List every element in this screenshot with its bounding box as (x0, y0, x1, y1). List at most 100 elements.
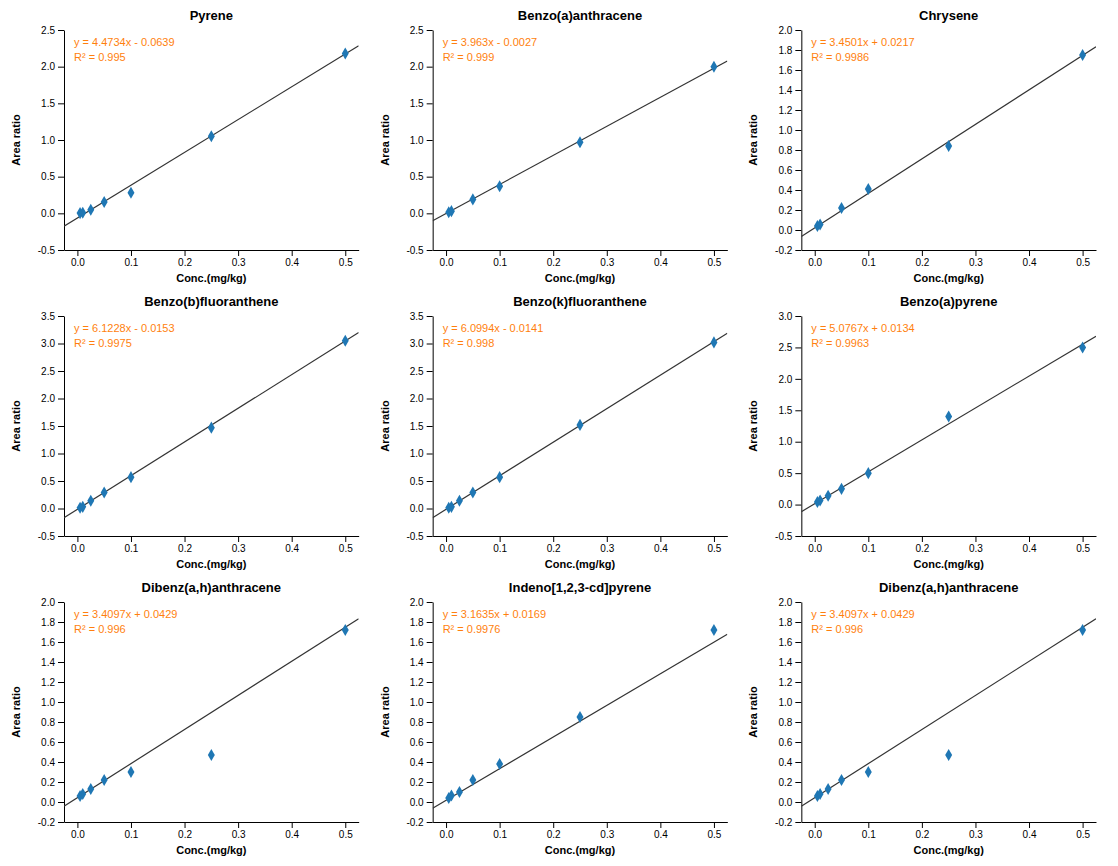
x-axis: 0.00.10.20.30.40.5 (65, 536, 360, 554)
tick-label: 0.4 (285, 829, 299, 840)
tick-label: 1.0 (41, 697, 55, 708)
tick-mark (553, 822, 554, 828)
tick-mark (427, 316, 433, 317)
tick-label: 2.0 (410, 393, 424, 404)
tick: 1.6 (410, 637, 433, 648)
axis-line (433, 31, 434, 251)
tick: 0.2 (547, 822, 561, 840)
tick-mark (58, 782, 64, 783)
point (101, 196, 108, 208)
tick: 0.5 (1076, 822, 1090, 840)
point (1079, 49, 1086, 61)
tick-mark (795, 742, 801, 743)
point (817, 218, 824, 230)
tick: 0.2 (915, 536, 929, 554)
axis-line (801, 603, 802, 823)
title: Indeno[1,2,3-cd]pyrene (509, 580, 651, 595)
tick-label: 0.6 (778, 737, 792, 748)
tick: 0.5 (707, 822, 721, 840)
plot-area (801, 619, 1096, 807)
tick-mark (500, 822, 501, 828)
tick-label: 0.4 (778, 757, 792, 768)
tick-mark (58, 454, 64, 455)
tick-mark (427, 399, 433, 400)
fit-line (64, 333, 359, 518)
tick-mark (714, 822, 715, 828)
tick-mark (1083, 536, 1084, 542)
tick: 0.2 (410, 777, 433, 788)
tick-label: 3.5 (410, 311, 424, 322)
tick-label: 1.8 (41, 617, 55, 628)
tick-mark (292, 822, 293, 828)
subplot: 0.00.10.20.30.40.5-0.50.00.51.01.52.02.5… (10, 8, 359, 284)
point (127, 471, 134, 483)
x-axis-title: Conc.(mg/kg) (914, 844, 985, 856)
subplot: 0.00.10.20.30.40.5-0.20.00.20.40.60.81.0… (747, 8, 1096, 284)
point (208, 749, 215, 761)
tick-mark (427, 213, 433, 214)
point (469, 487, 476, 499)
annotation: R² = 0.996 (74, 623, 126, 635)
tick: 1.0 (41, 135, 64, 146)
tick-label: 0.5 (339, 543, 353, 554)
tick-mark (427, 602, 433, 603)
tick-mark (58, 103, 64, 104)
annotation: R² = 0.9975 (74, 337, 132, 349)
tick: 0.5 (41, 476, 64, 487)
tick-label: -0.2 (775, 245, 793, 256)
tick: 1.0 (410, 697, 433, 708)
plot-area (64, 46, 359, 226)
tick-label: 0.3 (600, 543, 614, 554)
point (710, 336, 717, 348)
tick-label: 1.5 (410, 421, 424, 432)
tick-label: 1.2 (778, 105, 792, 116)
tick-label: 0.4 (778, 185, 792, 196)
tick: 0.0 (808, 822, 822, 840)
tick-label: 1.4 (778, 85, 792, 96)
tick: 0.5 (778, 468, 801, 479)
tick: 0.0 (778, 225, 801, 236)
tick: 0.4 (1023, 536, 1037, 554)
title: Dibenz(a,h)anthracene (879, 580, 1018, 595)
tick-label: 0.5 (707, 543, 721, 554)
tick-mark (660, 536, 661, 542)
tick-label: 0.0 (410, 208, 424, 219)
y-axis-title: Area ratio (379, 400, 391, 452)
title: Benzo(a)pyrene (900, 294, 998, 309)
tick-mark (427, 742, 433, 743)
tick: 1.4 (41, 657, 64, 668)
title: Benzo(b)fluoranthene (144, 294, 278, 309)
tick: -0.2 (38, 817, 64, 828)
tick-label: 0.2 (915, 257, 929, 268)
axis-line (801, 31, 802, 251)
tick-label: 0.8 (410, 717, 424, 728)
tick-label: 2.0 (41, 393, 55, 404)
tick-mark (58, 371, 64, 372)
tick-label: 2.5 (41, 366, 55, 377)
tick-mark (345, 250, 346, 256)
tick: 0.3 (232, 822, 246, 840)
tick: 2.5 (410, 25, 433, 36)
tick: 0.5 (410, 476, 433, 487)
tick-mark (446, 250, 447, 256)
tick: 2.5 (410, 366, 433, 377)
tick-label: 0.0 (41, 797, 55, 808)
tick-mark (427, 177, 433, 178)
point (456, 786, 463, 798)
tick: 1.2 (41, 677, 64, 688)
annotation: y = 3.4097x + 0.0429 (74, 608, 177, 620)
tick: 0.1 (493, 250, 507, 268)
tick-mark (58, 426, 64, 427)
tick: 0.0 (71, 536, 85, 554)
tick-label: 1.6 (41, 637, 55, 648)
tick-mark (427, 622, 433, 623)
tick-label: 3.0 (778, 311, 792, 322)
title: Chrysene (919, 8, 978, 23)
tick: 1.0 (778, 125, 801, 136)
title: Dibenz(a,h)anthracene (142, 580, 281, 595)
tick-label: 0.4 (285, 543, 299, 554)
tick: 1.0 (41, 448, 64, 459)
subplot: 0.00.10.20.30.40.5-0.20.00.20.40.60.81.0… (747, 580, 1096, 856)
tick-label: 0.0 (808, 257, 822, 268)
point (79, 788, 86, 800)
